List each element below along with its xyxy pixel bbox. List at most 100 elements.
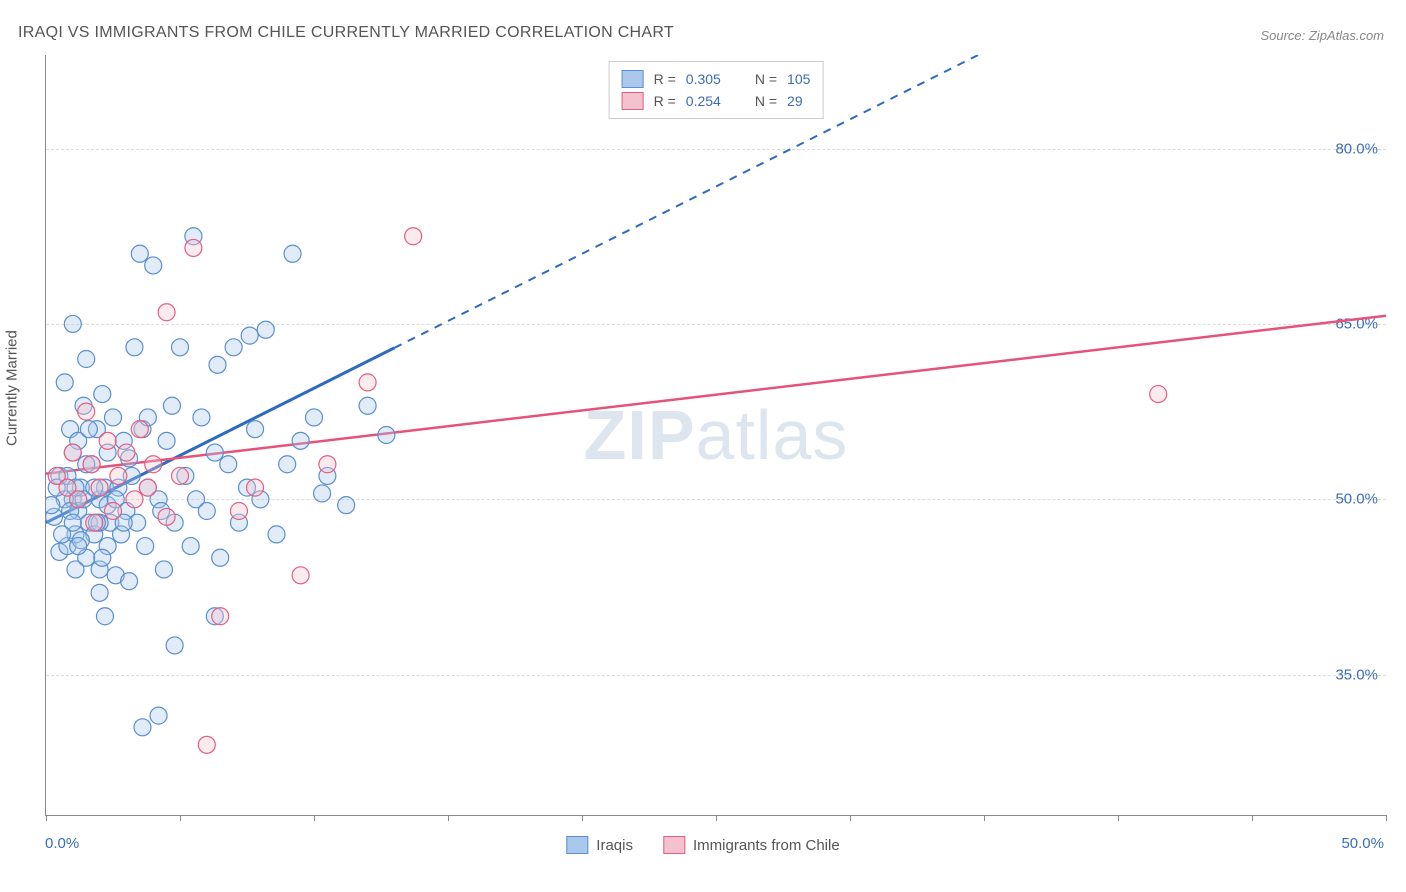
data-point: [257, 321, 274, 338]
x-axis-max-label: 50.0%: [1341, 835, 1384, 852]
data-point: [166, 637, 183, 654]
x-tick-mark: [180, 815, 181, 821]
series-legend: Iraqis Immigrants from Chile: [566, 836, 839, 854]
data-point: [292, 432, 309, 449]
data-point: [91, 479, 108, 496]
data-point: [134, 719, 151, 736]
legend-swatch-iraqis: [566, 836, 588, 854]
data-point: [145, 456, 162, 473]
data-point: [319, 456, 336, 473]
data-point: [110, 467, 127, 484]
data-point: [83, 456, 100, 473]
r-value: 0.305: [686, 71, 721, 87]
data-point: [268, 526, 285, 543]
data-point: [56, 374, 73, 391]
data-point: [78, 351, 95, 368]
data-point: [94, 386, 111, 403]
data-point: [279, 456, 296, 473]
x-tick-mark: [1386, 815, 1387, 821]
data-point: [247, 479, 264, 496]
data-point: [172, 467, 189, 484]
data-point: [86, 514, 103, 531]
data-point: [185, 239, 202, 256]
x-tick-mark: [582, 815, 583, 821]
n-label: N =: [755, 71, 777, 87]
data-point: [70, 491, 87, 508]
y-axis-label: Currently Married: [4, 330, 21, 446]
r-label: R =: [654, 71, 676, 87]
data-point: [209, 356, 226, 373]
data-point: [121, 573, 138, 590]
x-tick-mark: [716, 815, 717, 821]
series-legend-item: Iraqis: [566, 836, 633, 854]
data-point: [105, 503, 122, 520]
chart-title: IRAQI VS IMMIGRANTS FROM CHILE CURRENTLY…: [18, 24, 674, 42]
data-point: [96, 608, 113, 625]
data-point: [64, 315, 81, 332]
data-point: [292, 567, 309, 584]
correlation-legend-row: R = 0.305 N = 105: [622, 68, 811, 90]
plot-area: ZIPatlas R = 0.305 N = 105 R = 0.254 N =…: [45, 55, 1386, 816]
data-point: [314, 485, 331, 502]
legend-swatch-iraqis: [622, 70, 644, 88]
data-point: [78, 403, 95, 420]
data-point: [198, 503, 215, 520]
data-point: [126, 491, 143, 508]
data-point: [338, 497, 355, 514]
data-point: [225, 339, 242, 356]
correlation-legend-row: R = 0.254 N = 29: [622, 90, 811, 112]
x-tick-mark: [1118, 815, 1119, 821]
source-attribution: Source: ZipAtlas.com: [1260, 28, 1384, 43]
data-point: [212, 608, 229, 625]
data-point: [145, 257, 162, 274]
data-point: [359, 397, 376, 414]
data-point: [126, 339, 143, 356]
data-point: [378, 427, 395, 444]
data-point: [99, 432, 116, 449]
r-value: 0.254: [686, 93, 721, 109]
data-point: [220, 456, 237, 473]
data-point: [131, 245, 148, 262]
data-point: [241, 327, 258, 344]
n-label: N =: [755, 93, 777, 109]
x-axis-min-label: 0.0%: [45, 835, 79, 852]
x-tick-mark: [984, 815, 985, 821]
data-point: [206, 444, 223, 461]
data-point: [91, 584, 108, 601]
data-point: [212, 549, 229, 566]
chart-svg: [46, 55, 1386, 815]
x-tick-mark: [850, 815, 851, 821]
data-point: [54, 526, 71, 543]
data-point: [247, 421, 264, 438]
x-tick-mark: [1252, 815, 1253, 821]
legend-swatch-chile: [622, 92, 644, 110]
series-label: Iraqis: [596, 837, 633, 854]
data-point: [150, 707, 167, 724]
data-point: [139, 479, 156, 496]
series-label: Immigrants from Chile: [693, 837, 840, 854]
data-point: [158, 432, 175, 449]
data-point: [163, 397, 180, 414]
data-point: [193, 409, 210, 426]
data-point: [105, 409, 122, 426]
data-point: [172, 339, 189, 356]
correlation-legend: R = 0.305 N = 105 R = 0.254 N = 29: [609, 61, 824, 119]
data-point: [64, 444, 81, 461]
data-point: [198, 736, 215, 753]
legend-swatch-chile: [663, 836, 685, 854]
data-point: [67, 561, 84, 578]
data-point: [306, 409, 323, 426]
x-tick-mark: [46, 815, 47, 821]
n-value: 29: [787, 93, 803, 109]
data-point: [158, 508, 175, 525]
data-point: [46, 497, 60, 514]
data-point: [137, 538, 154, 555]
data-point: [80, 421, 97, 438]
data-point: [94, 549, 111, 566]
data-point: [405, 228, 422, 245]
data-point: [70, 538, 87, 555]
data-point: [158, 304, 175, 321]
data-point: [182, 538, 199, 555]
data-point: [1150, 386, 1167, 403]
x-tick-mark: [448, 815, 449, 821]
